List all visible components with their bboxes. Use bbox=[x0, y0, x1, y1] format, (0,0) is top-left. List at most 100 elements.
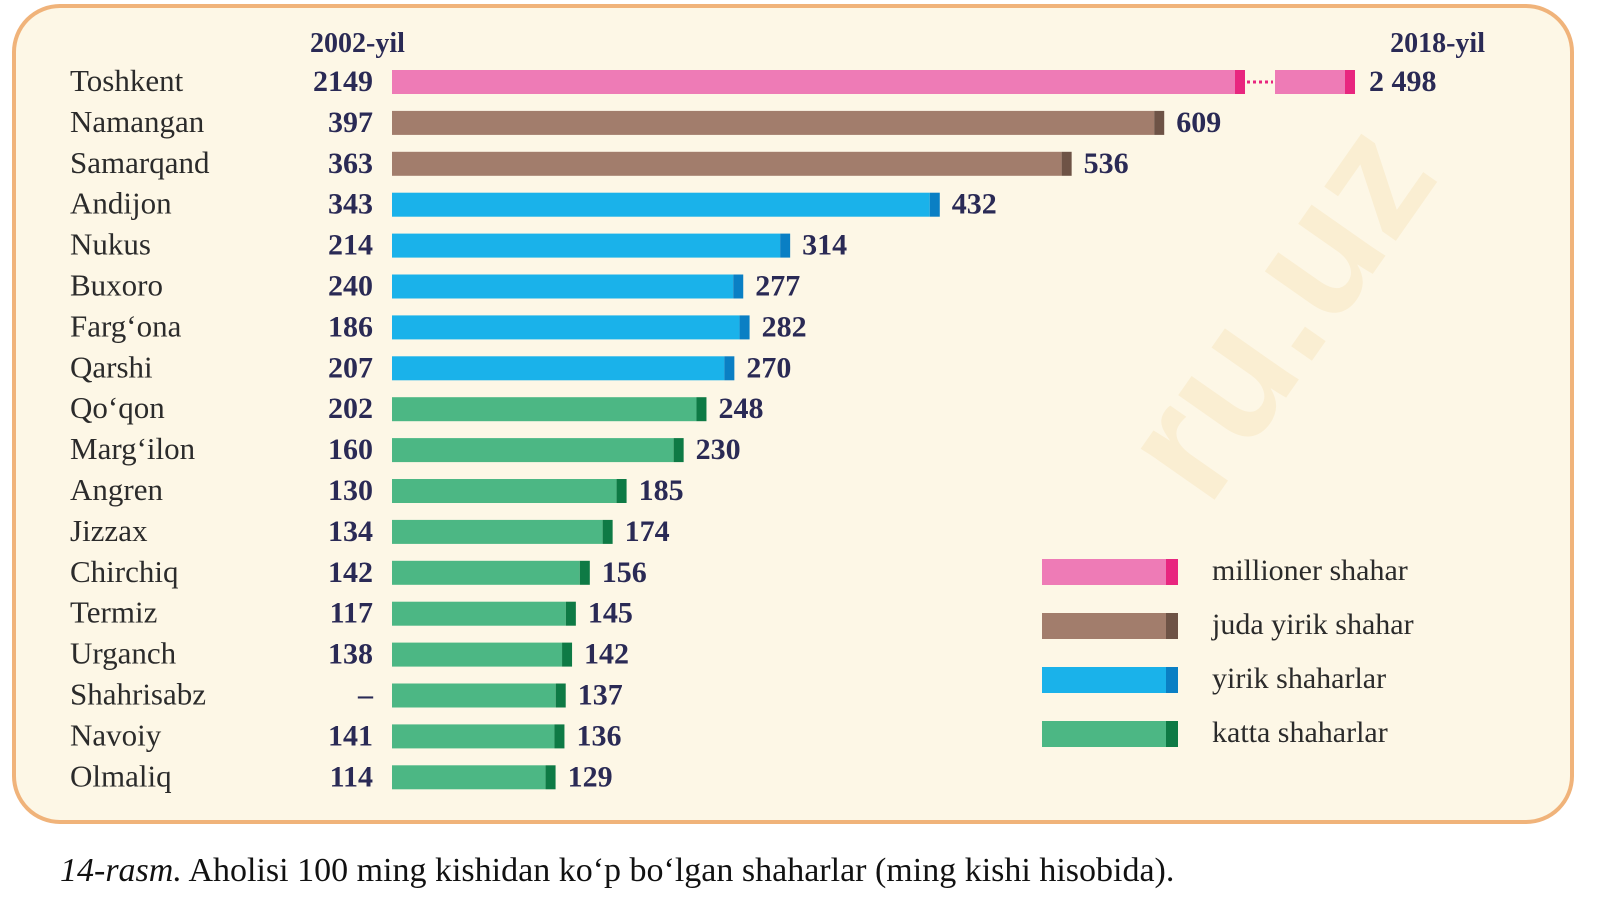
bar-end-cap bbox=[565, 601, 576, 626]
bar bbox=[392, 397, 697, 422]
value-2002-label: 186 bbox=[328, 310, 373, 343]
value-2002-label: 134 bbox=[328, 515, 373, 548]
bar-end-cap bbox=[616, 479, 627, 503]
value-2002-label: 142 bbox=[328, 556, 373, 589]
city-label: Qarshi bbox=[70, 349, 153, 384]
bar-end-cap bbox=[562, 642, 573, 667]
header-2018: 2018-yil bbox=[1390, 28, 1485, 59]
bar bbox=[392, 110, 1155, 135]
legend-label: katta shaharlar bbox=[1212, 716, 1388, 749]
value-2002-label: 343 bbox=[328, 188, 373, 221]
bar bbox=[392, 601, 566, 626]
city-label: Toshkent bbox=[70, 63, 184, 98]
city-label: Farg‘ona bbox=[70, 308, 182, 343]
value-2018-label: 142 bbox=[584, 638, 629, 671]
bar-end-cap bbox=[1345, 70, 1355, 94]
city-label: Chirchiq bbox=[70, 554, 179, 589]
value-2002-label: 117 bbox=[330, 597, 373, 630]
value-2018-label: 129 bbox=[568, 760, 613, 793]
bar-end-cap bbox=[733, 274, 744, 299]
legend-label: juda yirik shahar bbox=[1211, 608, 1414, 641]
legend-label: yirik shaharlar bbox=[1212, 662, 1386, 695]
bar-end-cap bbox=[739, 315, 750, 340]
value-2018-label: 277 bbox=[755, 270, 800, 303]
bar-end-cap bbox=[673, 438, 684, 463]
city-label: Andijon bbox=[70, 186, 172, 221]
bar-end-cap bbox=[1061, 151, 1072, 176]
legend-swatch-cap bbox=[1166, 613, 1178, 639]
bar bbox=[392, 479, 617, 503]
value-2002-label: 2149 bbox=[313, 65, 373, 98]
bar-end-cap bbox=[929, 192, 940, 217]
figure-caption: 14-rasm. Aholisi 100 ming kishidan ko‘p … bbox=[60, 852, 1580, 890]
bar bbox=[392, 356, 725, 381]
bar-end-cap bbox=[554, 724, 565, 749]
legend-label: millioner shahar bbox=[1212, 554, 1408, 587]
bar-end-cap bbox=[1235, 70, 1245, 94]
legend-swatch-cap bbox=[1166, 721, 1178, 747]
legend-swatch-cap bbox=[1166, 559, 1178, 585]
value-2002-label: 207 bbox=[328, 351, 373, 384]
value-2018-label: 230 bbox=[696, 433, 741, 466]
chart-panel bbox=[12, 4, 1574, 824]
city-label: Shahrisabz bbox=[70, 677, 206, 712]
value-2002-label: 114 bbox=[330, 760, 373, 793]
city-label: Nukus bbox=[70, 227, 151, 262]
value-2018-label: 314 bbox=[802, 229, 847, 262]
city-label: Olmaliq bbox=[70, 758, 172, 793]
value-2018-label: 2 498 bbox=[1369, 65, 1437, 98]
bar bbox=[392, 765, 546, 790]
value-2002-label: 130 bbox=[328, 474, 373, 507]
city-label: Qo‘qon bbox=[70, 390, 165, 425]
caption-text: Aholisi 100 ming kishidan ko‘p bo‘lgan s… bbox=[181, 852, 1175, 889]
value-2018-label: 136 bbox=[576, 719, 621, 752]
city-label: Urganch bbox=[70, 636, 177, 671]
bar-end-cap bbox=[696, 397, 707, 422]
bar bbox=[392, 642, 563, 667]
value-2018-label: 609 bbox=[1176, 106, 1221, 139]
value-2018-label: 536 bbox=[1084, 147, 1129, 180]
bar-end-cap bbox=[724, 356, 735, 381]
bar-end-cap bbox=[545, 765, 556, 790]
bar-end-cap bbox=[602, 519, 613, 544]
city-label: Angren bbox=[70, 472, 163, 507]
value-2002-label: 202 bbox=[328, 392, 373, 425]
bar-end-cap bbox=[555, 683, 566, 708]
bar bbox=[392, 438, 674, 463]
city-label: Samarqand bbox=[70, 145, 210, 180]
value-2002-label: 363 bbox=[328, 147, 373, 180]
caption-number: 14-rasm. bbox=[60, 852, 182, 889]
legend-swatch bbox=[1042, 721, 1166, 747]
bar bbox=[392, 724, 555, 749]
city-label: Namangan bbox=[70, 104, 205, 139]
legend-swatch-cap bbox=[1166, 667, 1178, 693]
city-label: Termiz bbox=[70, 595, 157, 630]
value-2018-label: 432 bbox=[952, 188, 997, 221]
bar bbox=[392, 519, 603, 544]
value-2018-label: 185 bbox=[639, 474, 684, 507]
bar bbox=[392, 315, 740, 340]
bar bbox=[392, 274, 734, 299]
value-2002-label: 214 bbox=[328, 229, 373, 262]
value-2018-label: 156 bbox=[602, 556, 647, 589]
bar-end-cap bbox=[579, 560, 590, 585]
header-2002: 2002-yil bbox=[310, 28, 405, 59]
bar bbox=[392, 192, 930, 217]
bar bbox=[392, 683, 556, 708]
value-2002-label: 141 bbox=[328, 719, 373, 752]
value-2018-label: 137 bbox=[578, 679, 623, 712]
value-2002-label: 240 bbox=[328, 270, 373, 303]
value-2018-label: 174 bbox=[625, 515, 670, 548]
bar-segment bbox=[392, 70, 1235, 94]
bar bbox=[392, 233, 781, 258]
value-2002-label: 138 bbox=[328, 638, 373, 671]
bar-segment bbox=[1275, 70, 1345, 94]
city-label: Marg‘ilon bbox=[70, 431, 196, 466]
value-2002-label: 397 bbox=[328, 106, 373, 139]
value-2002-label: 160 bbox=[328, 433, 373, 466]
bar-end-cap bbox=[1154, 110, 1165, 135]
legend-swatch bbox=[1042, 613, 1166, 639]
value-2002-label: – bbox=[357, 679, 374, 712]
city-label: Jizzax bbox=[70, 513, 148, 548]
